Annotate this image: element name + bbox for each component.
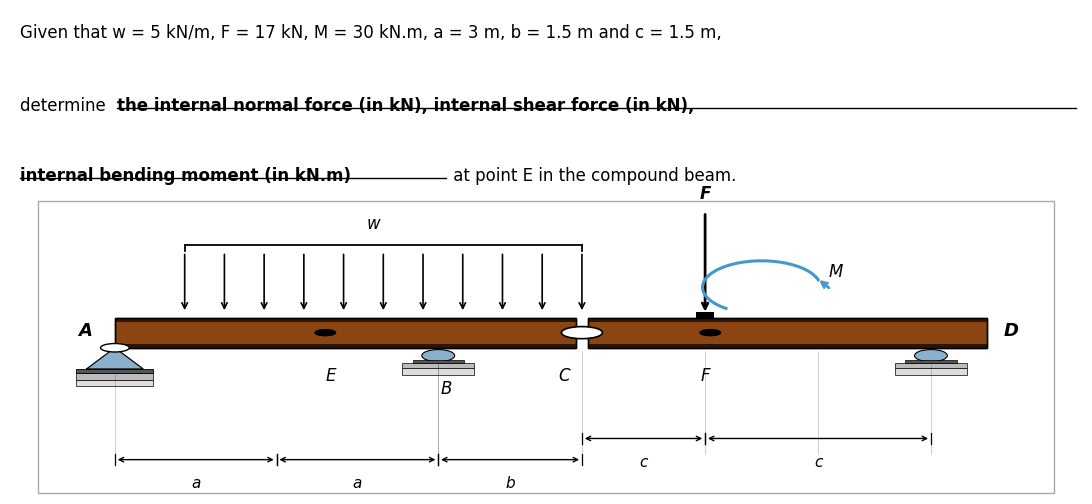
Text: a: a bbox=[353, 476, 363, 491]
Text: D: D bbox=[1004, 322, 1019, 340]
Text: A: A bbox=[79, 322, 93, 340]
Text: M: M bbox=[828, 263, 843, 281]
Text: C: C bbox=[558, 367, 570, 386]
Polygon shape bbox=[86, 348, 143, 369]
Text: E: E bbox=[325, 367, 335, 386]
Text: F: F bbox=[699, 184, 711, 203]
Bar bbox=[589, 318, 987, 348]
Circle shape bbox=[561, 327, 603, 339]
Bar bbox=[115, 344, 575, 348]
Bar bbox=[115, 318, 575, 348]
Bar bbox=[589, 318, 987, 348]
Bar bbox=[115, 318, 575, 348]
Text: the internal normal force (in kN), internal shear force (in kN),: the internal normal force (in kN), inter… bbox=[117, 97, 695, 115]
Bar bbox=[895, 363, 966, 368]
Bar bbox=[895, 368, 966, 375]
Text: internal bending moment (in kN.m): internal bending moment (in kN.m) bbox=[20, 167, 351, 185]
Text: b: b bbox=[506, 476, 515, 491]
Bar bbox=[76, 380, 153, 386]
Text: w: w bbox=[366, 215, 380, 233]
Text: c: c bbox=[814, 455, 822, 470]
Ellipse shape bbox=[422, 350, 454, 362]
Text: determine: determine bbox=[20, 97, 110, 115]
Text: Given that w = 5 kN/m, F = 17 kN, M = 30 kN.m, a = 3 m, b = 1.5 m and c = 1.5 m,: Given that w = 5 kN/m, F = 17 kN, M = 30… bbox=[20, 24, 722, 42]
Text: F: F bbox=[700, 367, 710, 386]
Text: c: c bbox=[639, 455, 648, 470]
Circle shape bbox=[314, 330, 335, 336]
Bar bbox=[905, 360, 957, 363]
Bar bbox=[115, 318, 575, 322]
Bar bbox=[76, 372, 153, 380]
Bar bbox=[413, 360, 464, 363]
Bar bbox=[696, 312, 714, 319]
Circle shape bbox=[700, 330, 721, 336]
Bar bbox=[589, 344, 987, 348]
Bar bbox=[402, 368, 474, 375]
Text: a: a bbox=[191, 476, 201, 491]
Bar bbox=[589, 318, 987, 322]
Text: B: B bbox=[441, 380, 452, 398]
Bar bbox=[76, 369, 153, 372]
Bar bbox=[402, 363, 474, 368]
Ellipse shape bbox=[914, 350, 948, 362]
Text: at point E in the compound beam.: at point E in the compound beam. bbox=[448, 167, 736, 185]
Circle shape bbox=[100, 344, 129, 352]
